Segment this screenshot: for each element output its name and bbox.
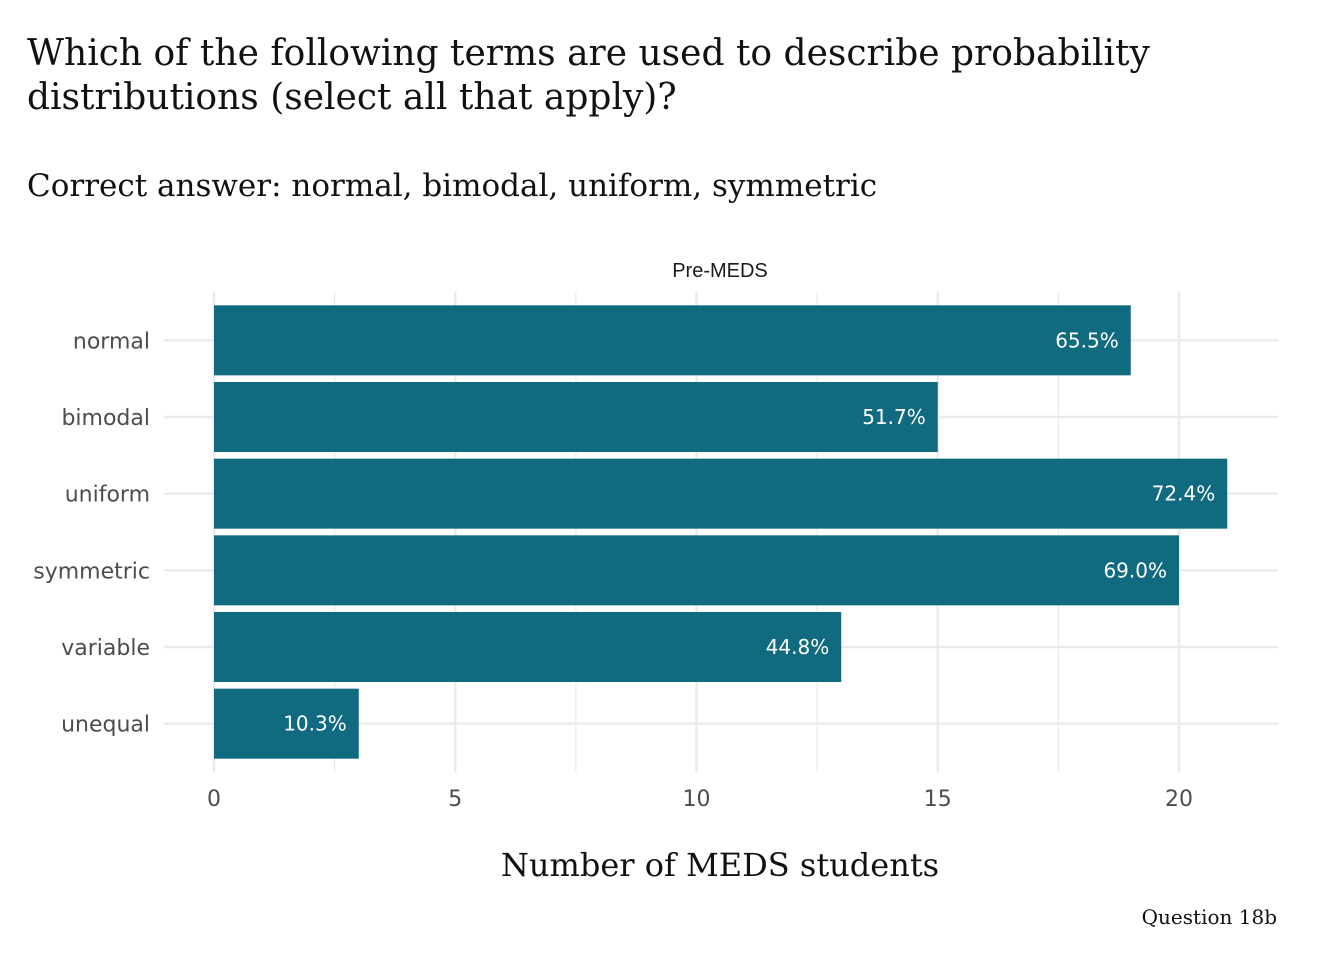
chart-subtitle: Correct answer: normal, bimodal, uniform… — [27, 168, 878, 204]
category-label-bimodal: bimodal — [61, 406, 150, 431]
x-tick-label: 5 — [448, 787, 462, 812]
x-tick-label: 0 — [207, 787, 221, 812]
bar-label-normal: 65.5% — [1055, 328, 1119, 352]
bar-bimodal — [214, 382, 938, 452]
bar-uniform — [214, 458, 1228, 529]
x-tick-label: 20 — [1165, 787, 1193, 812]
bar-symmetric — [214, 535, 1179, 606]
category-label-unequal: unequal — [61, 713, 150, 738]
x-tick-label: 15 — [924, 787, 952, 812]
category-labels: normal bimodal uniform symmetric variable une… — [33, 329, 150, 737]
category-label-normal: normal — [73, 329, 150, 354]
bar-label-unequal: 10.3% — [283, 712, 347, 736]
x-axis-ticks: 0 5 10 15 20 — [207, 787, 1193, 812]
caption: Question 18b — [1141, 905, 1277, 929]
x-axis-title: Number of MEDS students — [501, 846, 939, 884]
bar-label-bimodal: 51.7% — [862, 405, 926, 429]
bar-unequal — [214, 688, 359, 759]
bar-label-uniform: 72.4% — [1152, 482, 1216, 506]
bars: 65.5% 51.7% 72.4% 69.0% 44.8% 10.3% — [214, 305, 1228, 759]
chart-title: Which of the following terms are used to… — [27, 33, 1150, 118]
category-label-variable: variable — [61, 636, 150, 661]
bar-normal — [214, 305, 1131, 376]
facet-label: Pre-MEDS — [672, 260, 768, 282]
category-label-symmetric: symmetric — [33, 559, 150, 584]
category-label-uniform: uniform — [65, 483, 150, 508]
bar-label-symmetric: 69.0% — [1103, 558, 1167, 582]
x-tick-label: 10 — [683, 787, 711, 812]
bar-label-variable: 44.8% — [766, 635, 830, 659]
bar-variable — [214, 612, 842, 682]
